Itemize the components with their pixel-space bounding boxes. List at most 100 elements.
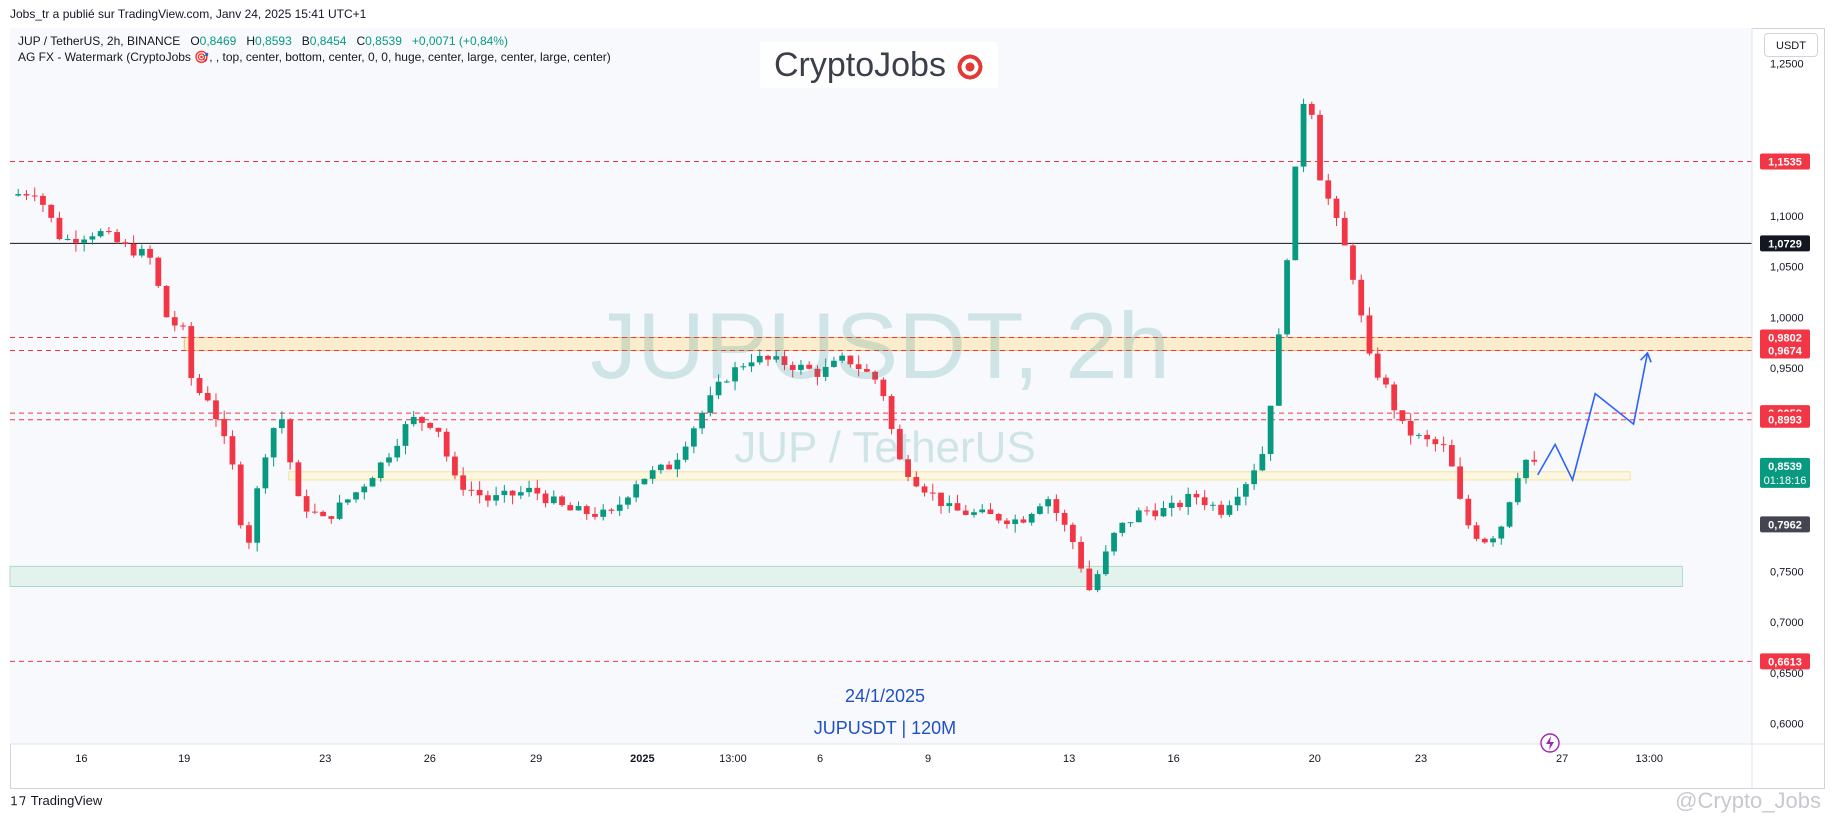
candle-body [946, 503, 953, 507]
candle [905, 454, 911, 482]
candle-body [1341, 217, 1348, 246]
candle [1061, 509, 1068, 532]
candle-body [888, 396, 895, 429]
candle-body [715, 381, 722, 396]
candle [262, 454, 269, 494]
candle [1012, 514, 1019, 533]
candle [855, 355, 862, 377]
candle [1102, 545, 1109, 576]
candle [1457, 457, 1463, 500]
last-price-tag-countdown: 01:18:16 [1764, 475, 1807, 487]
alert-icon[interactable] [1540, 733, 1560, 753]
candle [1078, 536, 1084, 573]
candle-body [344, 499, 351, 503]
indicator-name: AG FX - Watermark (CryptoJobs 🎯, , top, … [18, 50, 611, 64]
last-price-tag-label: 0,8539 [1768, 461, 1802, 473]
footer-brand[interactable]: 𝟷𝟽 TradingView [10, 793, 102, 809]
candle [1317, 110, 1323, 181]
credit-handle: @Crypto_Jobs [1675, 788, 1821, 813]
candle-body [1333, 198, 1340, 218]
candle [748, 353, 755, 372]
candle [48, 204, 55, 223]
candle [534, 479, 541, 501]
candle [1259, 446, 1266, 472]
candle [765, 354, 771, 367]
candle [311, 503, 318, 514]
candle-body [1012, 519, 1019, 525]
y-tick-label: 1,0500 [1770, 262, 1804, 274]
candle-body [583, 506, 590, 515]
candle-body [443, 431, 450, 457]
candle-body [1432, 439, 1439, 445]
candle-body [732, 367, 738, 382]
y-tick-label: 0,9500 [1770, 363, 1804, 375]
candle-body [682, 446, 689, 460]
candle [921, 483, 928, 497]
candle-body [1275, 334, 1282, 406]
candle-body [831, 360, 837, 367]
level-tag-0-label: 1,1535 [1768, 157, 1802, 169]
candle-body [1094, 574, 1101, 591]
candle [658, 463, 664, 474]
candle [1094, 570, 1101, 593]
candle [666, 461, 673, 470]
candle-body [155, 257, 162, 286]
candle-body [476, 489, 483, 496]
candle [798, 359, 804, 375]
candle-body [303, 496, 310, 512]
candle-body [1465, 498, 1472, 526]
x-tick-label: 6 [817, 753, 823, 765]
candle [221, 410, 228, 445]
watermark-symbol: JUPUSDT, 2h [590, 293, 1170, 398]
candle-body [386, 457, 392, 463]
candle-body [979, 509, 986, 513]
y-tick-label: 0,6500 [1770, 668, 1804, 680]
candle [237, 461, 244, 529]
candle-body [1053, 499, 1060, 513]
candle-body [1416, 434, 1422, 436]
candle-body [1144, 510, 1150, 512]
candle-body [353, 492, 359, 500]
candle-body [1440, 444, 1447, 446]
candle [1144, 506, 1150, 516]
candle-body [839, 355, 846, 361]
candle [575, 501, 582, 511]
candle-body [427, 422, 434, 428]
candle [938, 492, 944, 514]
candle-body [814, 368, 821, 377]
candle [1185, 487, 1192, 515]
candle [493, 486, 499, 506]
candle [806, 361, 813, 370]
candle [56, 211, 63, 241]
candle [1086, 560, 1093, 592]
candle [814, 365, 821, 386]
candle [509, 490, 516, 505]
symbol-legend: JUP / TetherUS, 2h, BINANCE O0,8469 H0,8… [18, 34, 508, 48]
candle [1275, 328, 1282, 406]
candle [163, 285, 170, 318]
candle-body [221, 419, 228, 437]
candle [229, 430, 236, 470]
candle [270, 427, 277, 467]
candle [1210, 501, 1216, 511]
candle-body [1193, 493, 1200, 498]
candle-body [740, 366, 747, 368]
candle [1045, 496, 1052, 514]
candle [715, 374, 722, 400]
symbol-name: JUP / TetherUS, 2h, BINANCE [18, 34, 181, 48]
level-tag-0-box [1760, 153, 1810, 170]
candle [1523, 459, 1529, 484]
candle-body [435, 427, 442, 432]
candle-body [1374, 353, 1381, 378]
candle-body [320, 511, 326, 517]
candle [1366, 307, 1373, 356]
currency-button[interactable]: USDT [1764, 33, 1818, 57]
candle [1028, 512, 1035, 526]
candle-body [295, 462, 302, 497]
candle-body [1135, 510, 1142, 523]
candle [435, 427, 442, 438]
candle-body [1168, 502, 1175, 508]
candle-body [122, 242, 129, 244]
candle-body [1506, 502, 1513, 527]
